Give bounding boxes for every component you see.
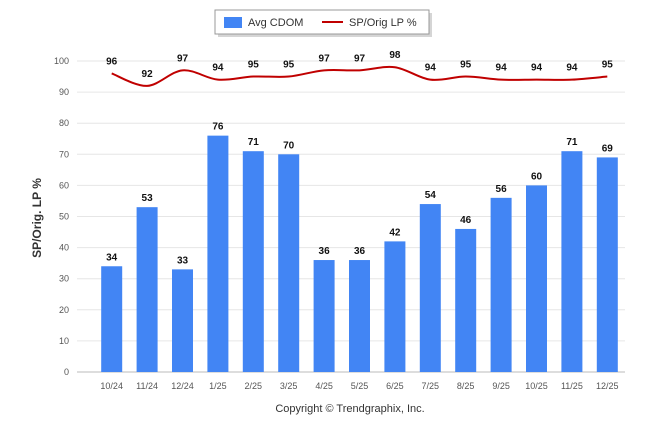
legend-swatch-avg-cdom [224,17,242,28]
line-label-7/25: 94 [425,63,437,74]
x-tick-label: 3/25 [280,381,298,391]
line-label-12/25: 95 [602,60,614,71]
y-tick-label: 30 [59,274,69,284]
x-tick-label: 1/25 [209,381,227,391]
x-tick-label: 10/25 [525,381,548,391]
line-label-2/25: 95 [248,60,260,71]
bar-series [101,135,618,372]
line-label-11/25: 94 [566,63,578,74]
line-label-11/24: 92 [142,69,154,80]
bar-6/25 [384,241,406,372]
x-tick-label: 10/24 [100,381,123,391]
bar-label-10/24: 34 [106,252,118,263]
bar-4/25 [313,260,335,372]
y-axis: 0 10 20 30 40 50 60 70 80 90 100 [54,56,69,377]
y-tick-label: 50 [59,212,69,222]
bar-label-8/25: 46 [460,215,472,226]
line-label-10/24: 96 [106,56,118,67]
x-tick-label: 8/25 [457,381,475,391]
x-tick-label: 12/25 [596,381,619,391]
bar-label-7/25: 54 [425,190,437,201]
bar-3/25 [278,154,300,372]
copyright-text: Copyright © Trendgraphix, Inc. [275,403,424,415]
line-label-8/25: 95 [460,60,472,71]
x-tick-label: 11/24 [136,381,158,391]
x-tick-label: 2/25 [245,381,263,391]
bar-8/25 [455,228,477,372]
bar-label-12/24: 33 [177,255,189,266]
line-label-10/25: 94 [531,63,543,74]
bar-data-labels: 34 53 33 76 71 70 36 36 42 54 46 56 60 71 69 [106,122,613,267]
line-label-9/25: 94 [496,63,508,74]
x-tick-label: 6/25 [386,381,404,391]
bar-label-12/25: 69 [602,143,614,154]
y-axis-label: SP/Orig. LP % [30,178,44,258]
bar-10/24 [101,266,123,372]
bar-1/25 [207,135,229,372]
x-tick-label: 5/25 [351,381,369,391]
x-axis: 10/24 11/24 12/24 1/25 2/25 3/25 4/25 5/25 6/25 7… [100,381,618,391]
bar-label-5/25: 36 [354,246,366,257]
bar-label-11/25: 71 [566,137,578,148]
bar-label-10/25: 60 [531,171,543,182]
bar-11/25 [561,151,583,372]
bar-label-1/25: 76 [212,122,224,133]
y-tick-label: 80 [59,118,69,128]
y-tick-label: 90 [59,87,69,97]
line-label-5/25: 97 [354,53,366,64]
x-tick-label: 4/25 [315,381,333,391]
x-tick-label: 12/24 [171,381,194,391]
line-label-3/25: 95 [283,60,295,71]
bar-label-4/25: 36 [319,246,331,257]
line-series [111,65,608,87]
bar-11/24 [136,207,158,372]
x-tick-label: 9/25 [492,381,510,391]
bar-label-6/25: 42 [389,227,401,238]
line-label-1/25: 94 [212,63,224,74]
bar-5/25 [349,260,370,372]
bar-label-2/25: 71 [248,137,260,148]
bar-label-11/24: 53 [142,193,154,204]
legend-label-avg-cdom: Avg CDOM [248,17,303,29]
bar-2/25 [242,151,264,372]
bar-12/24 [172,269,193,372]
line-label-6/25: 98 [389,50,401,61]
bar-10/25 [526,185,547,372]
x-tick-label: 7/25 [422,381,440,391]
y-tick-label: 100 [54,56,69,66]
bar-12/25 [596,157,618,372]
bar-9/25 [490,197,512,372]
y-tick-label: 70 [59,149,69,159]
line-label-4/25: 97 [319,53,331,64]
y-tick-label: 60 [59,180,69,190]
y-tick-label: 40 [59,243,69,253]
line-label-12/24: 97 [177,53,189,64]
x-tick-label: 11/25 [561,381,583,391]
legend: Avg CDOM SP/Orig LP % [214,9,432,37]
y-tick-label: 0 [64,367,69,377]
grid [77,60,625,373]
line-data-labels: 96 92 97 94 95 95 97 97 98 94 95 94 94 94 95 [106,50,613,80]
line-sp-orig-lp [111,65,608,87]
bar-label-9/25: 56 [496,184,508,195]
bar-label-3/25: 70 [283,140,295,151]
y-tick-label: 20 [59,305,69,315]
legend-label-sp-orig-lp: SP/Orig LP % [349,17,417,29]
bar-7/25 [419,204,441,372]
y-tick-label: 10 [59,336,69,346]
